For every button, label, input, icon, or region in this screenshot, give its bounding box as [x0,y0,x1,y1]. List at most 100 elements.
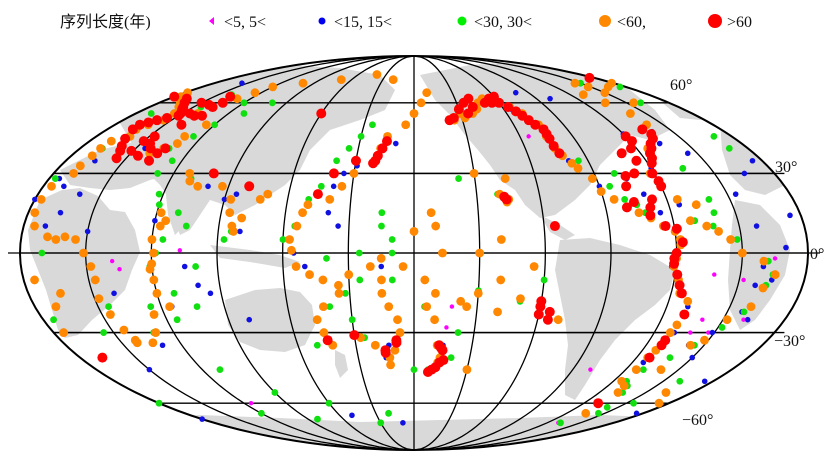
station-gt60 [126,145,137,156]
station-lt60 [420,275,430,285]
latitude-label: −60° [682,412,713,429]
station-lt60 [263,189,273,199]
station-lt60 [79,248,88,258]
station-lt15 [732,191,739,197]
station-lt60 [386,360,395,370]
station-lt60 [758,283,768,293]
station-lt5 [741,317,746,322]
station-gt60 [486,97,497,108]
station-gt60 [115,145,126,156]
station-lt15 [783,244,789,251]
station-gt60 [629,168,640,179]
station-gt60 [328,168,339,179]
legend-item-gt60-label: >60 [727,14,752,31]
station-gt60 [381,136,392,147]
station-lt15 [335,223,341,229]
station-lt30 [356,276,364,284]
station-lt60 [152,288,162,298]
station-gt60 [434,357,445,368]
station-lt30 [51,175,59,182]
station-lt60 [384,302,394,311]
station-lt60 [376,254,386,263]
station-gt60 [111,153,122,164]
station-gt60 [656,181,667,192]
station-lt60 [60,232,70,242]
station-lt60 [567,158,577,168]
station-lt15 [633,410,640,417]
station-lt60 [193,181,203,191]
station-lt15 [657,209,664,216]
station-lt30 [155,399,163,407]
station-gt60 [152,148,163,159]
station-lt60 [229,227,238,236]
station-lt60 [130,335,140,345]
station-lt30 [268,99,276,107]
legend-item-lt15-marker [318,17,326,25]
station-lt60 [105,310,115,319]
station-gt60 [616,148,627,159]
station-lt60 [426,208,436,218]
station-gt60 [225,91,236,102]
station-lt15 [42,223,49,229]
station-lt15 [787,212,793,219]
station-lt60 [393,315,402,325]
landmass-africa [28,188,140,338]
station-lt60 [287,245,296,255]
station-lt60 [47,181,56,191]
station-lt60 [161,216,171,226]
station-lt30 [279,236,287,243]
station-lt60 [255,195,265,204]
station-lt5 [700,317,705,322]
station-gt60 [501,194,512,205]
station-lt15 [752,282,758,289]
station-lt30 [326,303,334,310]
station-gt60 [621,202,632,213]
station-lt5 [248,400,254,406]
station-gt60 [542,314,553,325]
station-lt60 [613,388,623,397]
station-lt60 [365,262,375,271]
station-lt60 [469,169,479,178]
station-gt60 [312,189,323,200]
station-lt30 [709,222,717,230]
station-gt60 [631,155,642,166]
station-lt60 [686,340,695,350]
station-gt60 [162,112,173,123]
station-lt30 [313,341,321,349]
station-lt60 [94,294,104,304]
station-lt60 [336,75,346,85]
station-lt30 [725,145,733,152]
station-lt5 [712,272,717,277]
station-lt60 [303,200,313,210]
legend-item-lt60-marker [599,15,611,27]
station-lt60 [672,320,682,330]
station-gt60 [637,124,648,135]
station-gt60 [677,237,688,248]
station-lt60 [609,195,619,204]
legend-item-lt60-label: <60, [617,14,646,31]
station-lt60 [149,310,159,319]
station-lt60 [337,181,347,191]
station-lt60 [237,213,247,223]
station-lt15 [640,359,647,366]
station-lt60 [683,296,693,306]
station-lt30 [616,83,624,91]
station-lt30 [220,236,228,243]
station-gt60 [503,102,514,113]
station-lt60 [377,288,387,298]
station-lt60 [225,208,235,218]
station-gt60 [434,340,445,351]
station-lt60 [226,195,236,204]
station-lt30 [173,316,181,324]
station-gt60 [620,170,631,181]
station-lt60 [250,88,260,98]
station-lt60 [456,296,466,306]
station-lt5 [706,330,711,335]
station-gt60 [127,124,138,135]
legend: 序列长度(年) <5, 5< <15, 15< <30, 30< <60, >60 [60,13,752,31]
station-lt60 [430,315,439,325]
station-lt5 [109,258,115,264]
station-lt15 [349,412,355,419]
station-lt5 [449,304,455,309]
station-lt30 [637,99,645,107]
